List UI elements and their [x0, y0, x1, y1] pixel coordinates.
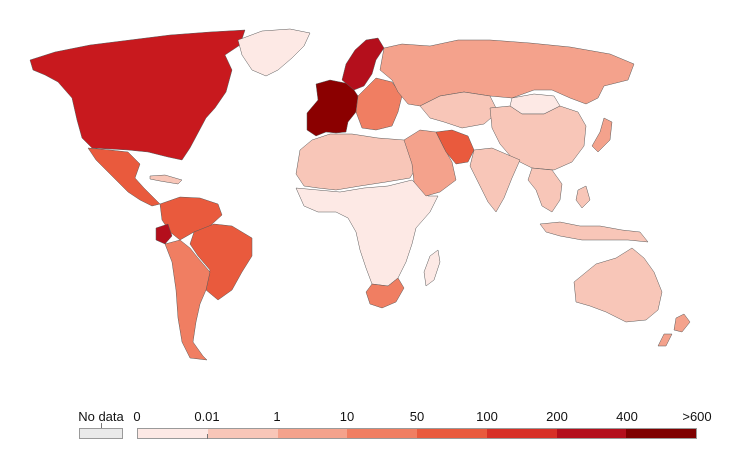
legend-label-4: 50 — [409, 409, 425, 424]
region-cuba[interactable] — [149, 174, 183, 185]
region-sub-saharan-africa[interactable] — [295, 179, 439, 287]
region-south-africa[interactable] — [365, 277, 405, 309]
legend-swatch-4 — [417, 429, 487, 438]
legend-label-3: 10 — [339, 409, 355, 424]
region-madagascar[interactable] — [423, 249, 441, 287]
region-southeast-asia[interactable] — [527, 167, 563, 213]
legend-swatch-3 — [347, 429, 417, 438]
legend-label-8: >600 — [682, 409, 712, 424]
region-southern-south-america[interactable] — [164, 239, 211, 361]
legend-label-0: 0 — [133, 409, 141, 424]
region-greenland[interactable] — [237, 28, 311, 77]
region-india[interactable] — [469, 147, 521, 213]
legend-swatch-0 — [138, 429, 208, 438]
legend-swatch-6 — [556, 429, 627, 438]
region-mexico-central-america[interactable] — [87, 147, 161, 207]
region-australia[interactable] — [573, 247, 663, 323]
region-iran[interactable] — [435, 129, 475, 165]
legend-swatch-5 — [486, 429, 557, 438]
legend-tick-1 — [207, 434, 208, 439]
legend-label-6: 200 — [546, 409, 568, 424]
legend-label-1: 0.01 — [194, 409, 220, 424]
legend-swatch-2 — [277, 429, 348, 438]
legend-no-data-swatch — [79, 428, 123, 439]
legend-swatch-1 — [207, 429, 278, 438]
region-western-europe[interactable] — [306, 79, 359, 137]
region-china[interactable] — [489, 105, 587, 171]
world-map — [29, 28, 691, 361]
legend-swatch-7 — [626, 429, 696, 438]
legend-label-7: 400 — [616, 409, 638, 424]
region-ecuador[interactable] — [155, 223, 173, 245]
legend-tick-no-data — [101, 423, 102, 428]
region-japan[interactable] — [591, 117, 613, 153]
region-eastern-europe[interactable] — [355, 77, 403, 131]
legend-no-data-label: No data — [78, 409, 124, 424]
region-north-america[interactable] — [29, 29, 246, 161]
legend-label-5: 100 — [476, 409, 498, 424]
region-russia[interactable] — [379, 39, 635, 107]
region-indonesia[interactable] — [539, 185, 649, 243]
legend-label-2: 1 — [273, 409, 281, 424]
region-new-zealand[interactable] — [657, 313, 691, 347]
legend-color-scale — [137, 428, 697, 439]
region-brazil[interactable] — [189, 223, 253, 301]
legend: No data 0 0.01 1 10 50 100 200 400 >600 — [0, 400, 740, 450]
region-north-africa[interactable] — [295, 133, 417, 191]
